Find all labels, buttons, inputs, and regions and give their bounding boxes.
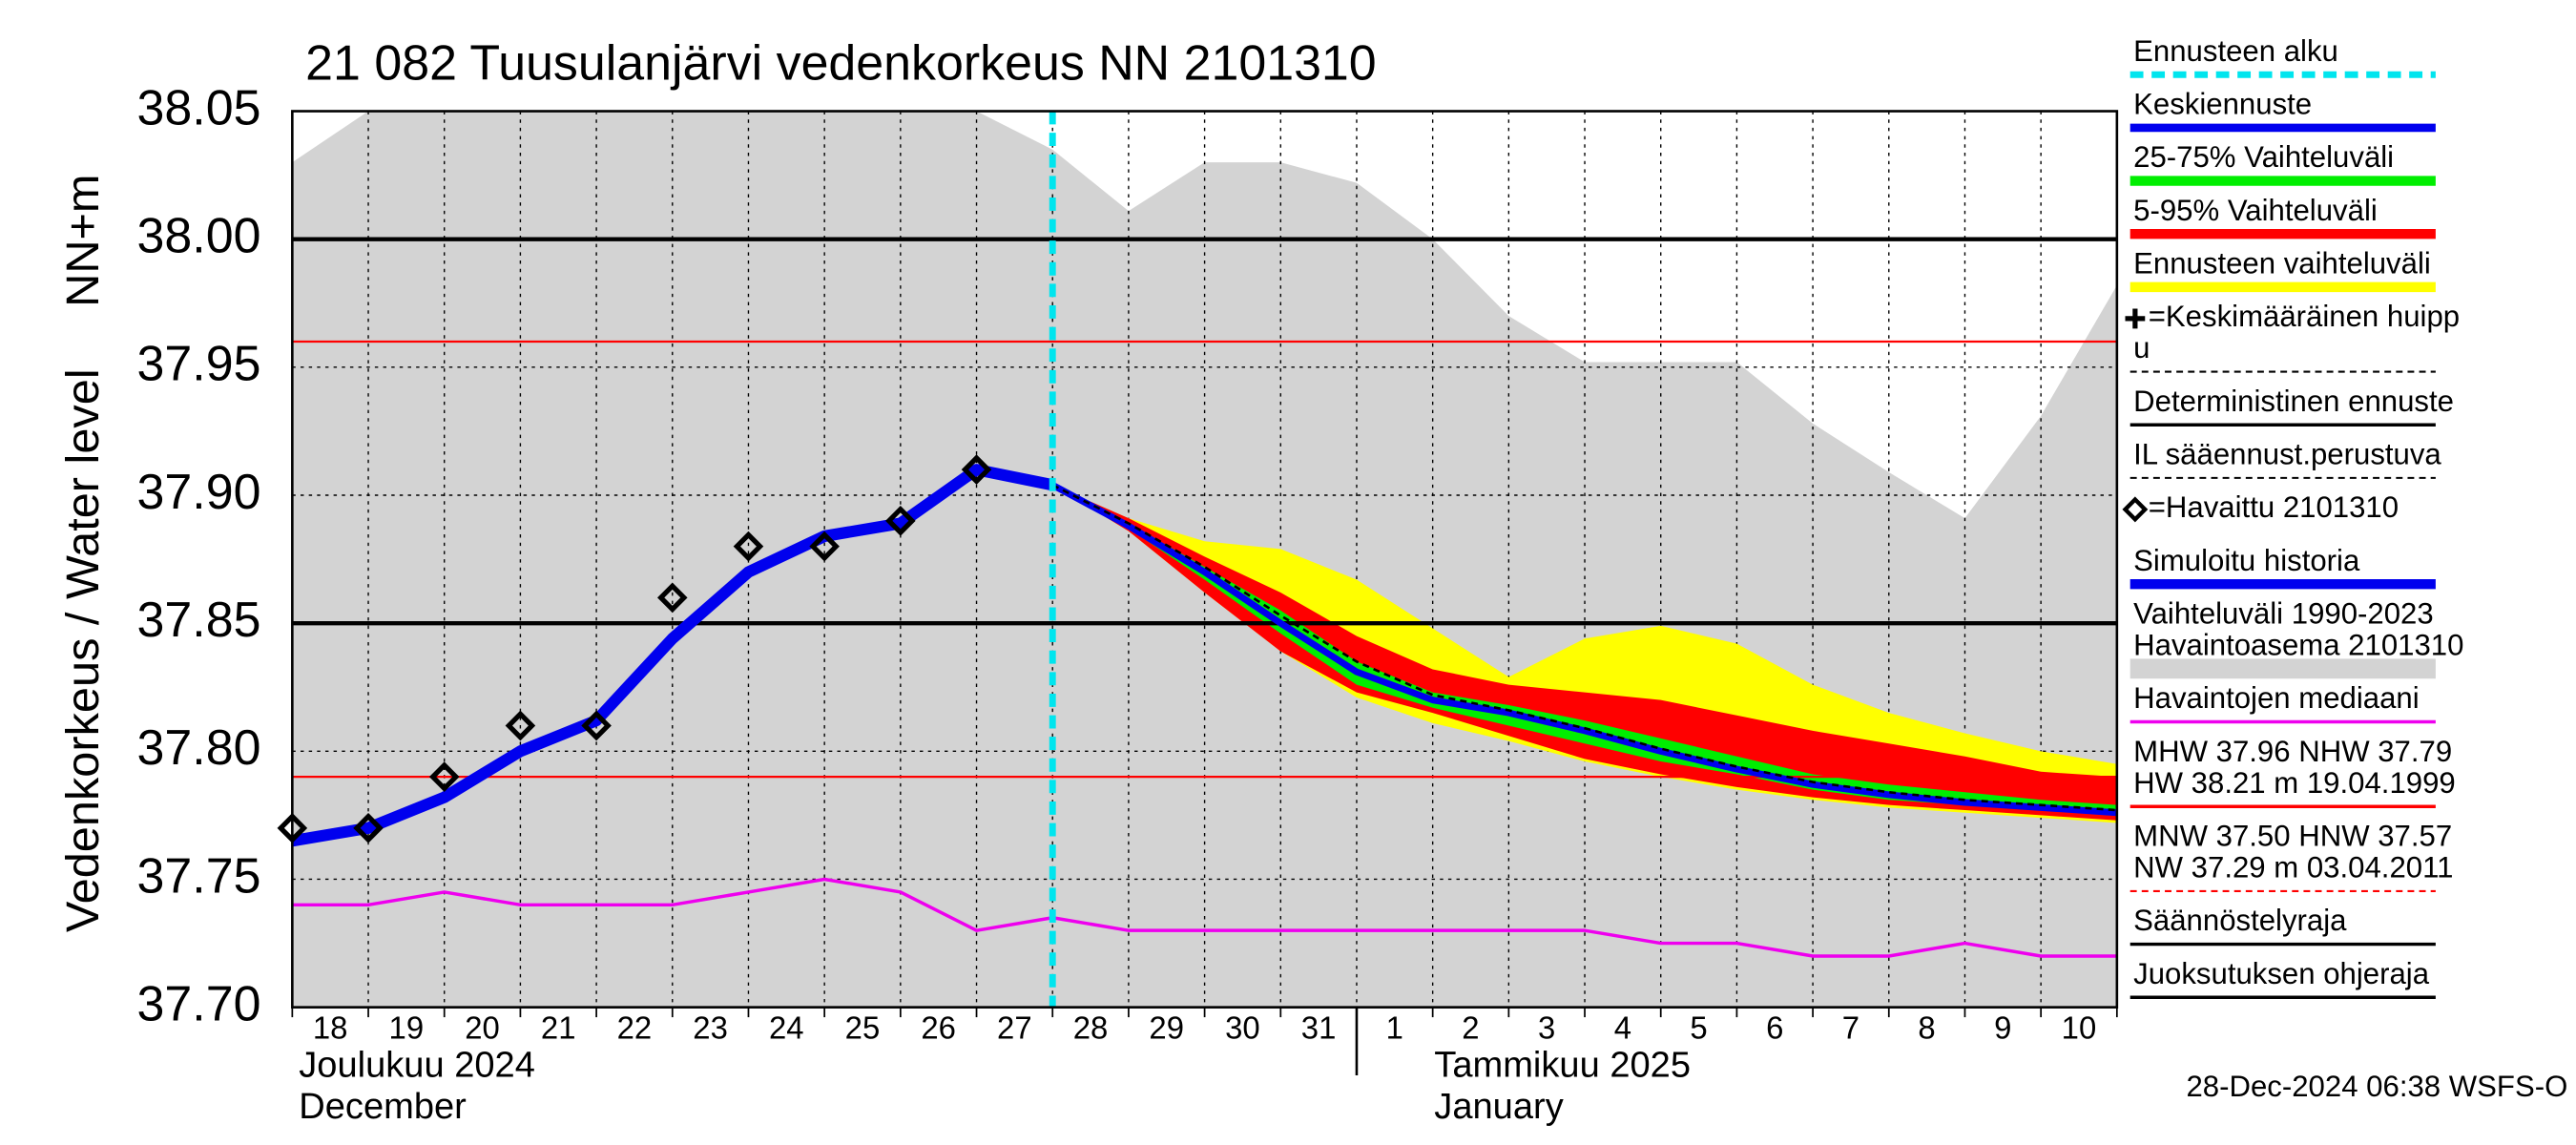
x-tick-label: 31 xyxy=(1301,1010,1337,1046)
x-tick-label: 8 xyxy=(1918,1010,1935,1046)
observed-point xyxy=(733,531,764,562)
footer: 28-Dec-2024 06:38 WSFS-O xyxy=(2186,1070,2567,1103)
legend-label: MNW 37.50 HNW 37.57 xyxy=(2133,819,2452,852)
x-tick-label: 5 xyxy=(1690,1010,1707,1046)
observed-point xyxy=(428,761,460,793)
x-tick-label: 1 xyxy=(1386,1010,1403,1046)
x-tick-label: 23 xyxy=(693,1010,728,1046)
observed-point xyxy=(353,812,384,843)
legend-label: NW 37.29 m 03.04.2011 xyxy=(2133,851,2453,885)
x-tick-label: 28 xyxy=(1073,1010,1109,1046)
series-line xyxy=(292,877,2117,958)
legend-label: =Keskimääräinen huipp xyxy=(2149,300,2460,333)
month-label: Joulukuu 2024 xyxy=(299,1044,535,1085)
y-tick-label: 38.00 xyxy=(137,208,261,263)
x-tick-label: 18 xyxy=(313,1010,348,1046)
observed-point xyxy=(809,531,840,562)
month-label: Tammikuu 2025 xyxy=(1434,1044,1691,1085)
y-axis-label: Vedenkorkeus / Water level xyxy=(57,368,109,932)
legend-label: Ennusteen vaihteluväli xyxy=(2133,246,2431,280)
x-tick-label: 27 xyxy=(997,1010,1032,1046)
series-line xyxy=(292,464,1054,847)
observed-point xyxy=(581,710,612,741)
legend-label: Havaintoasema 2101310 xyxy=(2133,628,2463,661)
y-tick-label: 37.70 xyxy=(137,976,261,1031)
legend-label: IL sääennust.perustuva xyxy=(2133,437,2441,470)
x-tick-label: 25 xyxy=(845,1010,881,1046)
x-tick-label: 26 xyxy=(921,1010,956,1046)
x-tick-label: 9 xyxy=(1994,1010,2011,1046)
x-tick-label: 7 xyxy=(1842,1010,1859,1046)
legend-label: 5-95% Vaihteluväli xyxy=(2133,194,2378,227)
observed-point xyxy=(961,454,992,486)
observed-point xyxy=(505,710,536,741)
x-tick-label: 24 xyxy=(769,1010,804,1046)
legend-marker xyxy=(2125,308,2146,329)
legend-label: MHW 37.96 NHW 37.79 xyxy=(2133,735,2452,768)
x-tick-label: 30 xyxy=(1225,1010,1260,1046)
legend-label: Simuloitu historia xyxy=(2133,544,2360,577)
observed-point xyxy=(656,582,688,614)
x-tick-label: 10 xyxy=(2062,1010,2097,1046)
month-label: January xyxy=(1434,1086,1563,1127)
x-tick-label: 22 xyxy=(617,1010,653,1046)
legend-label: Säännöstelyraja xyxy=(2133,904,2347,937)
observed-point xyxy=(885,505,916,536)
chart-title: 21 082 Tuusulanjärvi vedenkorkeus NN 210… xyxy=(305,35,1376,91)
y-tick-label: 37.95 xyxy=(137,337,261,392)
y-tick-label: 37.80 xyxy=(137,720,261,776)
x-tick-label: 20 xyxy=(465,1010,500,1046)
legend-label: HW 38.21 m 19.04.1999 xyxy=(2133,766,2456,800)
y-tick-label: 37.85 xyxy=(137,593,261,648)
legend-label: u xyxy=(2133,331,2150,364)
legend-label: Vaihteluväli 1990-2023 xyxy=(2133,596,2434,630)
legend-label: =Havaittu 2101310 xyxy=(2149,490,2399,524)
series-line xyxy=(1050,482,2117,817)
x-tick-label: 4 xyxy=(1614,1010,1631,1046)
y-tick-label: 37.90 xyxy=(137,465,261,520)
x-tick-label: 19 xyxy=(389,1010,425,1046)
legend-label: Deterministinen ennuste xyxy=(2133,385,2454,418)
series-line xyxy=(1051,484,2117,812)
x-tick-label: 3 xyxy=(1538,1010,1555,1046)
x-tick-label: 2 xyxy=(1462,1010,1479,1046)
plot-area xyxy=(292,111,2117,1008)
y-tick-label: 38.05 xyxy=(137,80,261,135)
legend-marker xyxy=(2122,496,2149,523)
legend-label: Juoksutuksen ohjeraja xyxy=(2133,957,2430,990)
legend-label: Havaintojen mediaani xyxy=(2133,681,2420,715)
x-tick-label: 6 xyxy=(1766,1010,1783,1046)
y-tick-label: 37.75 xyxy=(137,848,261,904)
legend-label: 25-75% Vaihteluväli xyxy=(2133,140,2394,174)
range-band xyxy=(1052,485,2117,821)
x-tick-label: 29 xyxy=(1149,1010,1184,1046)
month-label: December xyxy=(299,1086,467,1127)
legend-label: Ennusteen alku xyxy=(2133,34,2338,68)
x-tick-label: 21 xyxy=(541,1010,576,1046)
y-axis-unit: NN+m xyxy=(57,175,109,307)
legend-label: Keskiennuste xyxy=(2133,88,2312,121)
